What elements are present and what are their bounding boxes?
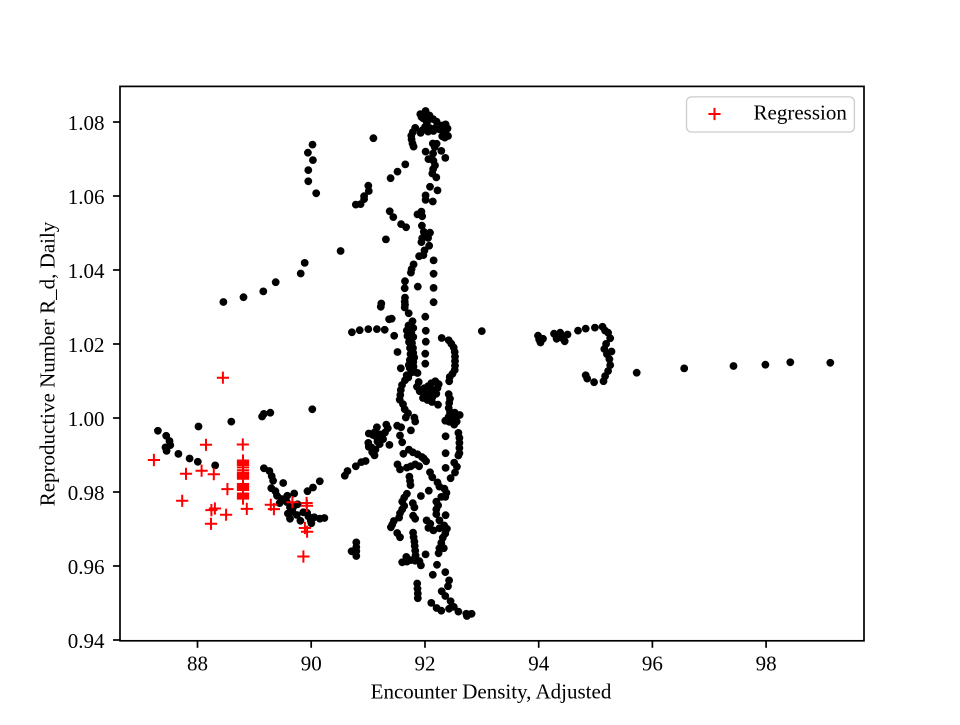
svg-text:0.94: 0.94 bbox=[68, 629, 105, 653]
svg-text:92: 92 bbox=[415, 652, 436, 676]
svg-text:Encounter Density, Adjusted: Encounter Density, Adjusted bbox=[371, 680, 612, 704]
svg-text:1.06: 1.06 bbox=[68, 185, 105, 209]
svg-text:0.98: 0.98 bbox=[68, 481, 105, 505]
svg-text:96: 96 bbox=[642, 652, 663, 676]
svg-text:90: 90 bbox=[301, 652, 322, 676]
svg-text:1.02: 1.02 bbox=[68, 333, 105, 357]
svg-text:1.04: 1.04 bbox=[68, 259, 105, 283]
svg-text:94: 94 bbox=[528, 652, 550, 676]
svg-text:0.96: 0.96 bbox=[68, 555, 105, 579]
svg-text:1.00: 1.00 bbox=[68, 407, 105, 431]
svg-text:98: 98 bbox=[756, 652, 777, 676]
svg-text:1.08: 1.08 bbox=[68, 111, 105, 135]
svg-text:Regression: Regression bbox=[754, 101, 848, 125]
svg-text:Reproductive Number R_d, Daily: Reproductive Number R_d, Daily bbox=[36, 221, 60, 506]
svg-text:88: 88 bbox=[187, 652, 208, 676]
